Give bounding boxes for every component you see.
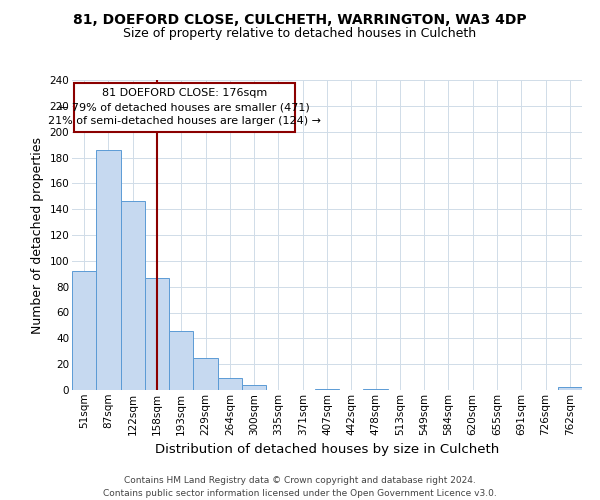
Bar bbox=[145, 278, 169, 390]
Bar bbox=[218, 378, 242, 390]
Text: Contains HM Land Registry data © Crown copyright and database right 2024.
Contai: Contains HM Land Registry data © Crown c… bbox=[103, 476, 497, 498]
Y-axis label: Number of detached properties: Number of detached properties bbox=[31, 136, 44, 334]
Bar bbox=[558, 388, 582, 390]
Text: 81 DOEFORD CLOSE: 176sqm
← 79% of detached houses are smaller (471)
21% of semi-: 81 DOEFORD CLOSE: 176sqm ← 79% of detach… bbox=[48, 88, 321, 126]
Bar bbox=[193, 358, 218, 390]
Bar bbox=[364, 388, 388, 390]
Bar bbox=[242, 385, 266, 390]
Text: Size of property relative to detached houses in Culcheth: Size of property relative to detached ho… bbox=[124, 28, 476, 40]
Bar bbox=[315, 388, 339, 390]
Bar bbox=[96, 150, 121, 390]
X-axis label: Distribution of detached houses by size in Culcheth: Distribution of detached houses by size … bbox=[155, 443, 499, 456]
FancyBboxPatch shape bbox=[74, 82, 295, 132]
Bar bbox=[72, 271, 96, 390]
Bar bbox=[121, 202, 145, 390]
Bar bbox=[169, 330, 193, 390]
Text: 81, DOEFORD CLOSE, CULCHETH, WARRINGTON, WA3 4DP: 81, DOEFORD CLOSE, CULCHETH, WARRINGTON,… bbox=[73, 12, 527, 26]
